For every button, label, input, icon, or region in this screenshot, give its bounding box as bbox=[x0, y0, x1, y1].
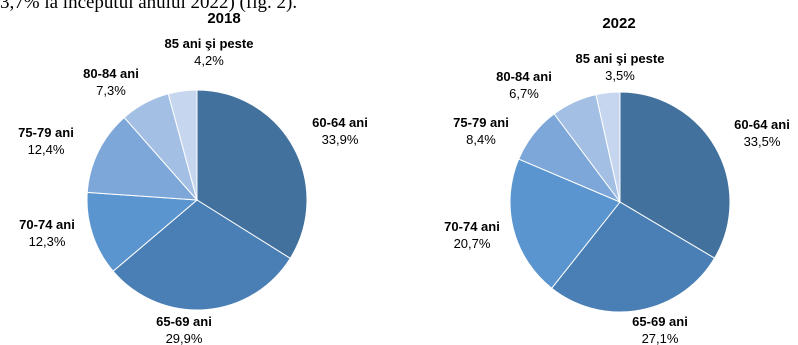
slice-value-label: 12,3% bbox=[29, 234, 66, 249]
pie-slice bbox=[86, 191, 199, 272]
pie-chart-2018: 2018 60-64 ani 33,9% 65-69 ani 29,9% 70-74 an… bbox=[18, 10, 368, 345]
slice-category-label: 80-84 ani bbox=[83, 66, 139, 81]
slice-value-label: 8,4% bbox=[466, 132, 496, 147]
slice-category-label: 85 ani şi peste bbox=[165, 36, 254, 51]
pie-slice bbox=[619, 91, 731, 259]
pie-slice bbox=[551, 201, 716, 313]
slice-category-label: 85 ani şi peste bbox=[576, 51, 665, 66]
slice-value-label: 33,9% bbox=[322, 132, 359, 147]
slice-category-label: 65-69 ani bbox=[632, 314, 688, 329]
slice-value-label: 27,1% bbox=[642, 331, 679, 345]
pie-slice bbox=[196, 89, 308, 260]
slice-category-label: 60-64 ani bbox=[312, 115, 368, 130]
chart-title: 2022 bbox=[602, 15, 635, 32]
pie-slice bbox=[595, 91, 621, 203]
slice-category-label: 75-79 ani bbox=[18, 125, 74, 140]
slice-category-label: 70-74 ani bbox=[19, 217, 75, 232]
slice-category-label: 75-79 ani bbox=[453, 115, 509, 130]
slice-value-label: 29,9% bbox=[166, 331, 203, 345]
slice-value-label: 12,4% bbox=[28, 142, 65, 157]
slice-value-label: 3,5% bbox=[605, 68, 635, 83]
pie-slice bbox=[167, 89, 198, 201]
pie-slice bbox=[112, 199, 291, 311]
slice-value-label: 4,2% bbox=[194, 53, 224, 68]
slice-value-label: 33,5% bbox=[744, 134, 781, 149]
slice-category-label: 60-64 ani bbox=[734, 117, 790, 132]
slice-category-label: 65-69 ani bbox=[156, 314, 212, 329]
pie-slice bbox=[509, 158, 621, 289]
slice-category-label: 70-74 ani bbox=[444, 219, 500, 234]
slice-value-label: 7,3% bbox=[96, 83, 126, 98]
pie-chart-2022: 2022 60-64 ani 33,5% 65-69 ani 27,1% 70-74 an… bbox=[444, 15, 790, 345]
slice-value-label: 20,7% bbox=[454, 236, 491, 251]
intro-text: 3,7% la inceputul anului 2022) (fig. 2). bbox=[0, 0, 298, 12]
slice-category-label: 80-84 ani bbox=[496, 69, 552, 84]
slice-value-label: 6,7% bbox=[509, 86, 539, 101]
chart-title: 2018 bbox=[207, 10, 240, 27]
pie-slice bbox=[86, 116, 199, 201]
